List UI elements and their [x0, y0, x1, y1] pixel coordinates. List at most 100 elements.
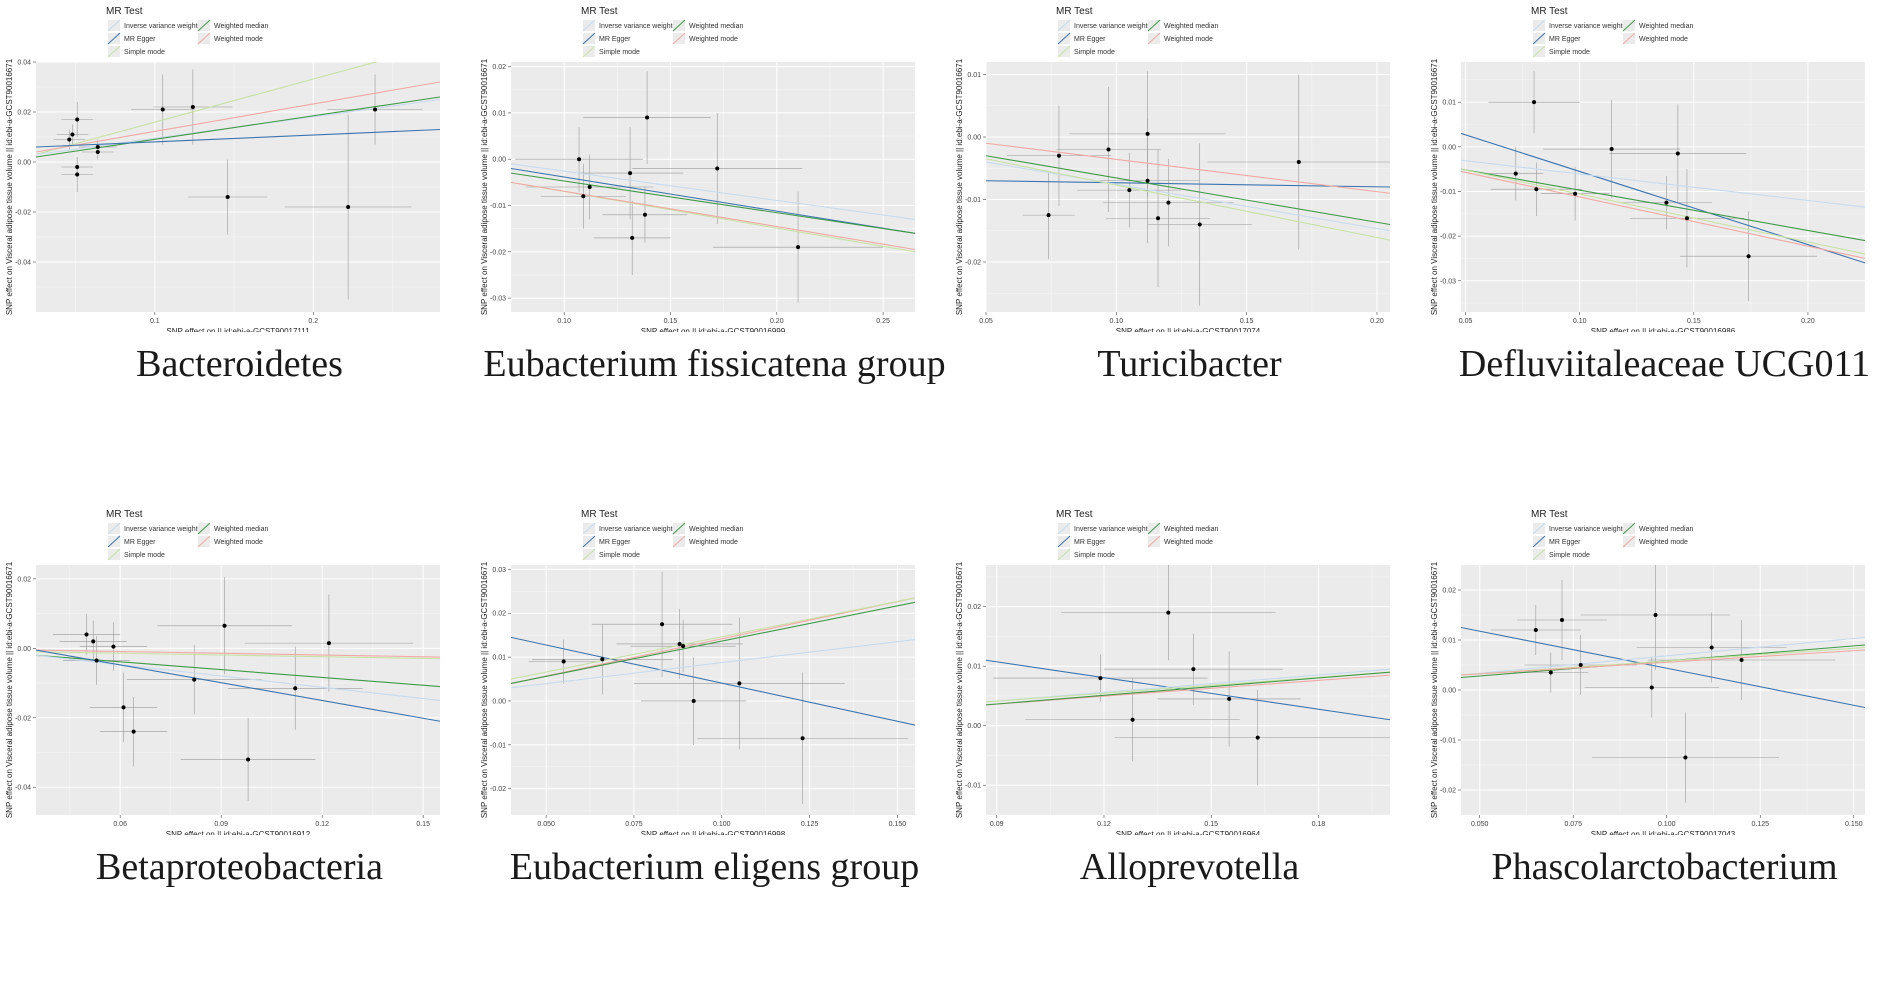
legend-label: Weighted median [689, 526, 743, 533]
chart-panel: MR Test Inverse variance weighted MR Egger… [477, 505, 952, 1008]
y-tick-label: 0.01 [492, 110, 506, 117]
y-tick-label: 0.01 [967, 72, 981, 79]
legend-key-line [1622, 522, 1636, 535]
legend-entry: Weighted mode [197, 32, 263, 45]
regression-line [36, 62, 378, 156]
legend-entry: MR Egger [1057, 32, 1106, 45]
x-tick-label: 0.25 [876, 318, 890, 325]
legend-label: Inverse variance weighted [599, 526, 680, 533]
regression-line [36, 96, 440, 158]
legend-entry: Weighted median [1622, 19, 1693, 32]
legend-label: MR Egger [124, 36, 156, 43]
data-layer [36, 577, 440, 802]
data-point [160, 107, 165, 112]
chart-panel: MR Test Inverse variance weighted MR Egger… [2, 505, 477, 1008]
legend-key-line [1532, 45, 1546, 58]
legend-label: MR Egger [1549, 36, 1581, 43]
legend-entry: Inverse variance weighted [582, 522, 680, 535]
chart-panel: MR Test Inverse variance weighted MR Egger… [477, 2, 952, 505]
data-point [630, 235, 635, 240]
data-point [1578, 663, 1583, 667]
panel-caption: Turicibacter [1097, 343, 1282, 385]
x-tick-label: 0.09 [990, 821, 1004, 828]
data-layer [36, 62, 440, 300]
y-tick-label: 0.00 [967, 135, 981, 142]
legend-entry: Weighted mode [197, 535, 263, 548]
legend-label: Weighted mode [214, 36, 263, 43]
x-tick-label: 0.125 [1751, 821, 1769, 828]
y-tick-label: 0.02 [1442, 588, 1456, 595]
legend-entry: Inverse variance weighted [582, 19, 680, 32]
legend-key-line [107, 45, 121, 58]
legend-key-line [1532, 548, 1546, 561]
legend-label: Simple mode [124, 49, 165, 56]
x-tick-label: 0.20 [1370, 318, 1384, 325]
legend-key-line [107, 522, 121, 535]
data-point [600, 657, 605, 662]
regression-line [511, 601, 915, 684]
x-tick-label: 0.075 [1564, 821, 1582, 828]
regression-line [1461, 636, 1865, 676]
data-point [1709, 645, 1714, 650]
legend-key-line [1532, 32, 1546, 45]
x-tick-label: 0.05 [1459, 318, 1473, 325]
legend-key-line [582, 535, 596, 548]
y-tick-label: 0.02 [492, 64, 506, 71]
legend-label: Weighted median [1639, 526, 1693, 533]
y-tick-label: -0.01 [490, 742, 506, 749]
x-tick-label: 0.20 [770, 318, 784, 325]
legend-key-line [582, 32, 596, 45]
regression-line [1461, 159, 1865, 208]
x-axis-label: SNP effect on || id:ebi-a-GCST90016964 [1116, 830, 1261, 835]
x-axis-label: SNP effect on || id:ebi-a-GCST90017043 [1591, 830, 1736, 835]
regression-line [986, 155, 1390, 226]
legend-key-line [582, 19, 596, 32]
legend-key-line [107, 19, 121, 32]
legend-entry: Weighted mode [672, 535, 738, 548]
legend-key-line [1147, 19, 1161, 32]
regression-line [36, 649, 440, 658]
data-point [800, 736, 805, 741]
legend-key-line [1622, 19, 1636, 32]
legend-entry: Simple mode [1057, 548, 1115, 561]
regression-line [986, 158, 1390, 241]
legend-label: Inverse variance weighted [1074, 23, 1155, 30]
data-point [1746, 254, 1751, 259]
legend-key-line [672, 32, 686, 45]
data-point [691, 698, 696, 703]
x-axis-label: SNP effect on || id:ebi-a-GCST90016999 [641, 327, 786, 332]
legend-entry: MR Egger [1532, 535, 1581, 548]
x-tick-label: 0.18 [1312, 821, 1326, 828]
data-point [1664, 200, 1669, 205]
legend-entry: Weighted median [1147, 19, 1218, 32]
data-point [131, 729, 136, 734]
regression-line [1461, 168, 1865, 255]
y-tick-label: 0.04 [17, 60, 31, 67]
x-axis-label: SNP effect on || id:ebi-a-GCST90017111 [166, 327, 310, 332]
legend-title: MR Test [1531, 509, 1568, 520]
regression-line [36, 654, 440, 701]
legend-entry: Weighted mode [672, 32, 738, 45]
y-tick-label: -0.02 [1440, 234, 1456, 241]
y-tick-label: 0.00 [492, 157, 506, 164]
legend-key-line [197, 32, 211, 45]
plot-background [36, 565, 440, 815]
legend-entry: Inverse variance weighted [1057, 522, 1155, 535]
regression-line [36, 651, 440, 660]
legend-label: Inverse variance weighted [124, 526, 205, 533]
x-axis-label: SNP effect on || id:ebi-a-GCST90017074 [1116, 327, 1261, 332]
data-point [1145, 131, 1150, 136]
data-point [1145, 178, 1150, 183]
chart-panel: MR Test Inverse variance weighted MR Egger… [952, 2, 1427, 505]
legend-label: Simple mode [1074, 552, 1115, 559]
legend-label: Inverse variance weighted [1074, 526, 1155, 533]
legend-entry: MR Egger [582, 535, 631, 548]
regression-line [36, 81, 440, 153]
legend-label: Simple mode [1549, 49, 1590, 56]
legend-label: Weighted median [214, 526, 268, 533]
y-tick-label: -0.01 [1440, 738, 1456, 745]
legend-entry: Inverse variance weighted [1057, 19, 1155, 32]
legend-label: MR Egger [1074, 36, 1106, 43]
y-axis-label: SNP effect on Visceral adipose tissue vo… [955, 561, 964, 818]
